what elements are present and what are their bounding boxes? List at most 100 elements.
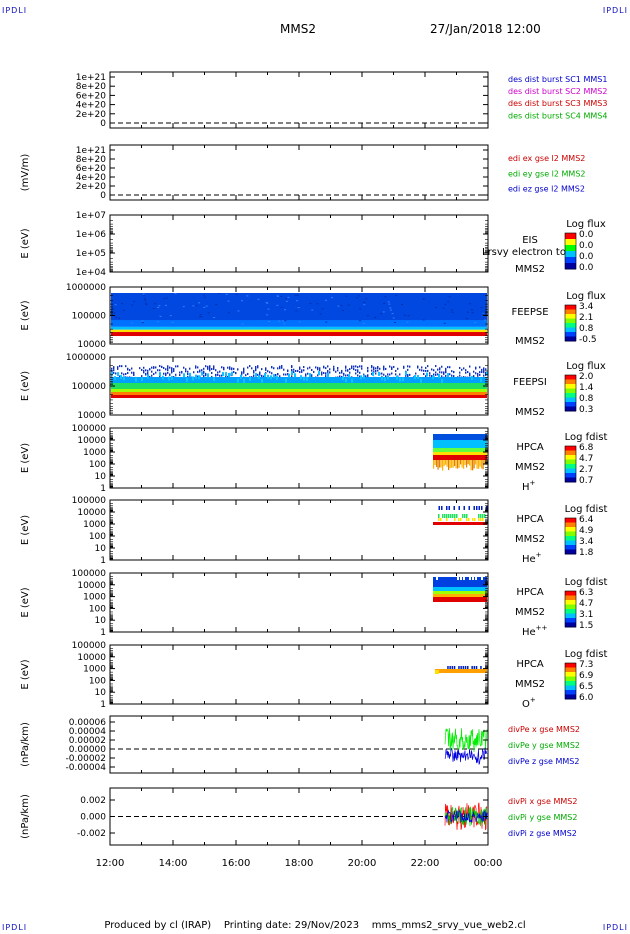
- spectrogram-pixel: [324, 299, 327, 301]
- spectrogram-pixel: [330, 297, 333, 299]
- spectrogram-pixel: [120, 375, 122, 380]
- spectrogram-pixel: [468, 518, 470, 521]
- spectrogram-pixel: [141, 375, 143, 378]
- spectrogram-pixel: [441, 375, 443, 378]
- spectrogram-band: [111, 293, 487, 325]
- spectrogram-pixel: [301, 370, 303, 373]
- spectrogram-pixel: [291, 369, 293, 372]
- spectrogram-pixel: [113, 369, 115, 372]
- spectrogram-pixel: [425, 366, 427, 369]
- spectrogram-pixel: [245, 374, 247, 377]
- spectrogram-pixel: [379, 367, 381, 370]
- spectrogram-pixel: [435, 306, 438, 308]
- y-tick-label: 100000: [72, 496, 107, 506]
- spectrogram-pixel: [479, 460, 481, 467]
- spectrogram-pixel: [296, 294, 299, 296]
- colorbar-segment: [565, 257, 576, 264]
- x-tick-label: 12:00: [96, 858, 125, 869]
- spectrogram-pixel: [454, 518, 456, 521]
- spectrogram-pixel: [294, 373, 296, 378]
- y-tick-label: 1e+21: [76, 146, 106, 156]
- legend-entry: divPi z gse MMS2: [508, 829, 577, 838]
- spectrogram-pixel: [227, 375, 229, 378]
- spectrogram-pixel: [427, 369, 429, 372]
- spectrogram-pixel: [221, 366, 223, 369]
- colorbar-segment: [565, 450, 576, 456]
- x-tick-label: 18:00: [285, 858, 314, 869]
- spectrogram-pixel: [437, 368, 439, 371]
- spectrogram-pixel: [347, 374, 349, 377]
- spectrogram-pixel: [327, 370, 329, 373]
- spectrogram-pixel: [309, 302, 312, 304]
- colorbar-tick-label: 6.9: [579, 671, 594, 681]
- spectrogram-pixel: [465, 371, 467, 374]
- colorbar-tick-label: 1.5: [579, 621, 593, 631]
- spectrogram-pixel: [240, 374, 242, 379]
- y-tick-label: 1000: [83, 593, 106, 603]
- spectrogram-pixel: [448, 506, 450, 510]
- spectrogram-pixel: [129, 369, 131, 372]
- spectrogram-pixel: [406, 321, 409, 323]
- y-tick-label: 2e+20: [76, 110, 107, 120]
- colorbar-tick-label: 2.1: [579, 313, 593, 323]
- spectrogram-pixel: [349, 368, 351, 371]
- spectrogram-band: [433, 577, 487, 587]
- y-tick-label: 100000: [72, 424, 107, 434]
- legend-entry: divPe y gse MMS2: [508, 741, 580, 750]
- species-label: O+: [522, 696, 536, 710]
- spectrogram-pixel: [297, 306, 300, 308]
- spectrogram-pixel: [325, 372, 327, 375]
- spectrogram-pixel: [363, 304, 366, 306]
- spectrogram-pixel: [462, 514, 464, 518]
- y-tick-label: 6e+20: [76, 164, 107, 174]
- colorbar-segment: [565, 604, 576, 610]
- spectrogram-pixel: [111, 367, 113, 370]
- spectrogram-pixel: [222, 372, 224, 377]
- spectrogram-pixel: [169, 366, 171, 369]
- spectrogram-pixel: [219, 370, 221, 373]
- spectrogram-pixel: [371, 365, 373, 368]
- spectrogram-pixel: [443, 371, 445, 374]
- y-axis-label: E (eV): [20, 443, 31, 473]
- spectrogram-pixel: [218, 293, 221, 295]
- spectrogram-pixel: [451, 311, 454, 313]
- spectrogram-pixel: [375, 367, 377, 370]
- spectrogram-pixel: [271, 372, 273, 375]
- spectrogram-pixel: [484, 514, 486, 518]
- spectrogram-pixel: [175, 365, 177, 368]
- spectrogram-pixel: [345, 295, 348, 297]
- spectrogram-pixel: [185, 370, 187, 373]
- spectrogram-pixel: [483, 368, 485, 371]
- spectrogram-pixel: [477, 374, 479, 377]
- spectrogram-pixel: [471, 312, 474, 314]
- panel-frame: [109, 715, 489, 774]
- colorbar-frame: [564, 445, 577, 483]
- spectrogram-pixel: [203, 367, 205, 370]
- spectrogram-pixel: [478, 460, 480, 469]
- spectrogram-pixel: [383, 373, 385, 376]
- spectrogram-pixel: [253, 369, 255, 372]
- spectrogram-pixel: [359, 375, 361, 378]
- spectrogram-pixel: [485, 371, 487, 374]
- spectrogram-pixel: [387, 375, 389, 380]
- spectrogram-pixel: [325, 375, 327, 378]
- spectrogram-pixel: [446, 460, 448, 467]
- legend-entry: divPe z gse MMS2: [508, 757, 579, 766]
- spectrogram-pixel: [199, 314, 202, 316]
- colorbar-tick-label: 6.0: [579, 693, 594, 703]
- spectrogram-pixel: [399, 377, 401, 382]
- colorbar-tick-label: 6.3: [579, 588, 593, 598]
- spectrogram-pixel: [417, 366, 419, 369]
- colorbar-segment: [565, 375, 576, 380]
- y-tick-label: 10000: [77, 411, 106, 421]
- spacecraft-label: MMS2: [515, 679, 545, 690]
- spectrogram-pixel: [255, 367, 257, 370]
- spectrogram-pixel: [144, 299, 147, 301]
- spectrogram-pixel: [464, 514, 466, 518]
- spectrogram-pixel: [403, 365, 405, 368]
- y-tick-label: 6e+20: [76, 91, 107, 101]
- colorbar-segment: [565, 327, 576, 333]
- spectrogram-pixel: [306, 376, 308, 381]
- spectrogram-pixel: [425, 369, 427, 372]
- spectrogram-pixel: [377, 369, 379, 372]
